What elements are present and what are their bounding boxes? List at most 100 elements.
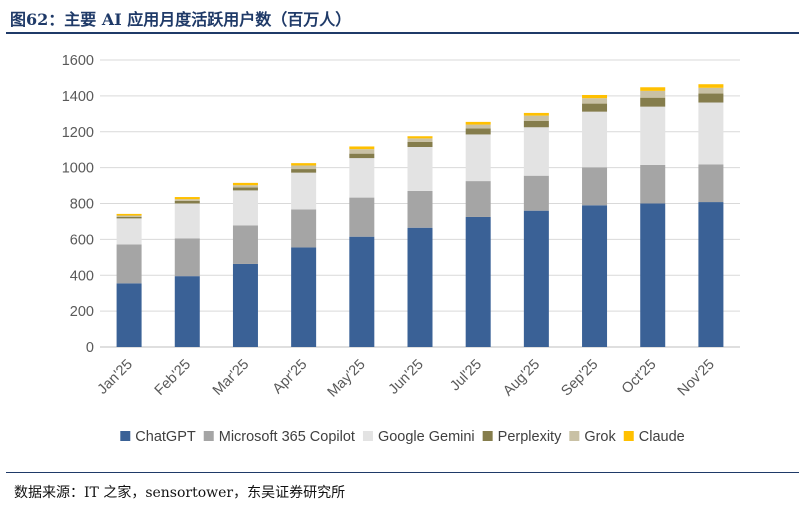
y-axis-ticks: 0 200 400 600 800 1000 1200 1400 1600 [62,53,94,356]
bar-perplexity-4 [349,153,375,159]
y-tick-label: 1400 [62,89,94,105]
bar-chatgpt-8 [582,205,608,347]
bar-grok-2 [232,185,258,188]
bar-microsoft-365-copilot-7 [523,175,549,211]
y-tick-label: 1000 [62,161,94,177]
bar-claude-0 [116,213,142,216]
y-tick-label: 1200 [62,125,94,141]
bar-google-gemini-0 [116,218,142,245]
bar-claude-1 [174,197,200,200]
title-rule [6,32,799,34]
bar-grok-10 [698,87,724,94]
bar-google-gemini-10 [698,102,724,165]
bar-perplexity-6 [465,128,491,135]
bar-grok-7 [523,115,549,121]
bar-claude-10 [698,84,724,88]
bar-chatgpt-6 [465,216,491,347]
y-tick-label: 1600 [62,53,94,69]
bar-microsoft-365-copilot-10 [698,164,724,203]
x-tick-label: May'25 [325,357,369,401]
bar-microsoft-365-copilot-8 [582,167,608,206]
bar-google-gemini-1 [174,203,200,239]
bar-grok-6 [465,124,491,129]
x-axis-ticks: Jan'25 Feb'25 Mar'25 Apr'25 May'25 Jun'25 Jul'… [95,357,718,401]
bar-perplexity-0 [116,216,142,219]
bar-grok-0 [116,215,142,217]
legend-label: Grok [584,429,616,445]
bar-perplexity-1 [174,200,200,204]
x-tick-label: Oct'25 [619,357,660,398]
x-tick-label: Mar'25 [210,357,252,399]
bar-grok-5 [407,138,433,142]
x-tick-label: Apr'25 [270,357,311,398]
x-tick-label: Feb'25 [152,357,194,399]
bar-chatgpt-5 [407,227,433,347]
bar-chatgpt-10 [698,202,724,347]
bar-microsoft-365-copilot-0 [116,244,142,284]
bar-claude-3 [291,163,317,166]
legend-swatch [203,431,214,441]
bar-microsoft-365-copilot-6 [465,181,491,217]
legend-swatch [362,431,373,441]
bar-microsoft-365-copilot-2 [232,225,258,264]
bar-claude-8 [582,94,608,99]
bar-google-gemini-8 [582,111,608,168]
bar-microsoft-365-copilot-5 [407,190,433,228]
bar-chatgpt-4 [349,236,375,347]
source-note: 数据来源：IT 之家，sensortower，东吴证券研究所 [14,485,346,501]
bar-grok-9 [640,90,666,98]
bar-grok-1 [174,199,200,201]
legend-label: Claude [639,429,685,445]
y-tick-label: 800 [70,197,94,213]
bar-microsoft-365-copilot-1 [174,238,200,277]
stacked-bar-chart: 0 200 400 600 800 1000 1200 1400 1600 Jan'25 Feb'… [62,53,740,445]
legend-label: ChatGPT [135,429,196,445]
y-tick-label: 400 [70,268,94,284]
bar-google-gemini-4 [349,158,375,198]
bar-chatgpt-1 [174,276,200,347]
bar-grok-8 [582,98,608,104]
y-tick-label: 600 [70,232,94,248]
legend-label: Google Gemini [378,429,475,445]
x-tick-label: Aug'25 [500,357,543,400]
bar-claude-9 [640,87,666,91]
y-tick-label: 200 [70,304,94,320]
bar-perplexity-3 [291,169,317,173]
bar-grok-4 [349,149,375,154]
bar-claude-5 [407,136,433,139]
bar-google-gemini-9 [640,106,666,165]
bar-claude-4 [349,146,375,150]
source-rule [6,472,799,473]
y-tick-label: 0 [86,340,94,356]
x-tick-label: Nov'25 [675,357,718,400]
bar-google-gemini-5 [407,146,433,191]
bar-microsoft-365-copilot-4 [349,197,375,237]
bar-perplexity-8 [582,103,608,112]
bar-grok-3 [291,165,317,170]
bar-perplexity-9 [640,97,666,107]
legend-swatch [623,431,634,441]
legend-swatch [120,431,131,441]
bar-perplexity-5 [407,141,433,147]
bar-perplexity-10 [698,93,724,103]
figure-title: 图62：主要 AI 应用月度活跃用户数（百万人） [10,10,352,29]
legend-label: Perplexity [498,429,562,445]
bar-perplexity-7 [523,120,549,128]
legend-swatch [569,431,580,441]
x-tick-label: Jul'25 [447,357,485,395]
legend-swatch [482,431,493,441]
bar-google-gemini-3 [291,172,317,210]
legend: ChatGPT Microsoft 365 Copilot Google Gemin… [120,429,685,445]
x-tick-label: Jun'25 [386,357,427,398]
bar-perplexity-2 [232,187,258,191]
bar-claude-7 [523,112,549,116]
x-tick-label: Jan'25 [95,357,136,398]
bar-claude-6 [465,121,491,125]
bar-chatgpt-7 [523,210,549,347]
x-tick-label: Sep'25 [558,357,601,400]
bar-claude-2 [232,182,258,186]
bar-chatgpt-9 [640,203,666,347]
bar-microsoft-365-copilot-9 [640,164,666,204]
bar-google-gemini-6 [465,134,491,182]
legend-label: Microsoft 365 Copilot [219,429,355,445]
